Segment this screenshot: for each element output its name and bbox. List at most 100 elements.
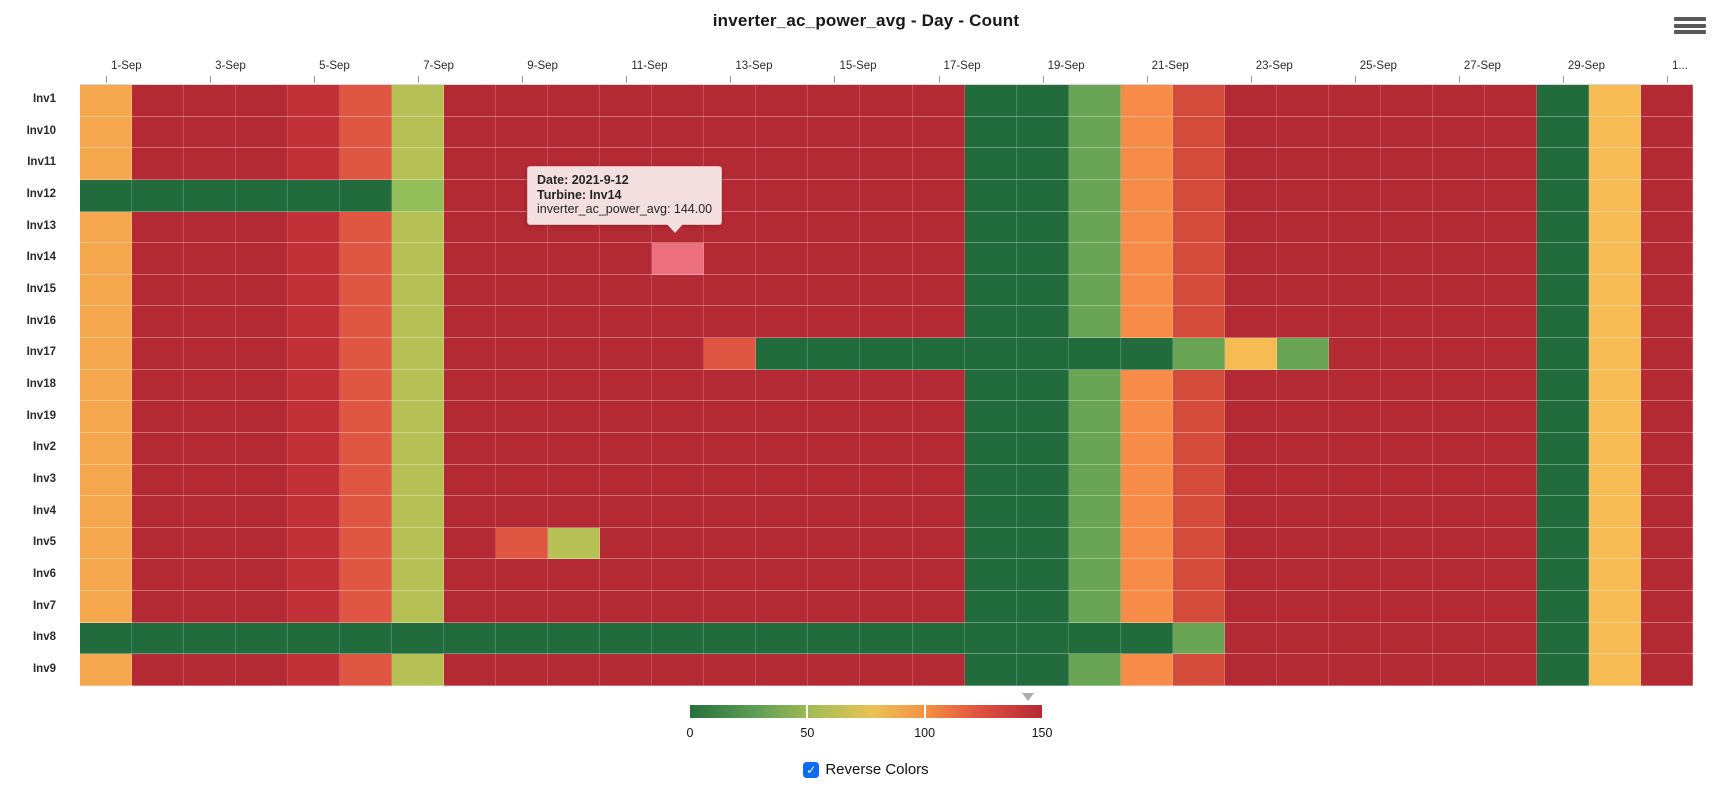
heatmap-cell[interactable] — [288, 559, 341, 592]
heatmap-cell[interactable] — [808, 369, 861, 402]
heatmap-cell[interactable] — [756, 591, 809, 623]
heatmap-cell[interactable] — [1588, 148, 1641, 180]
heatmap-cell[interactable] — [1380, 338, 1433, 370]
heatmap-cell[interactable] — [1276, 211, 1329, 244]
heatmap-cell[interactable] — [1432, 179, 1485, 212]
heatmap-cell[interactable] — [808, 527, 861, 560]
heatmap-cell[interactable] — [652, 527, 705, 560]
heatmap-cell[interactable] — [496, 274, 549, 307]
heatmap-cell[interactable] — [392, 274, 445, 307]
heatmap-cell[interactable] — [1276, 274, 1329, 307]
heatmap-cell[interactable] — [1432, 559, 1485, 592]
heatmap-cell[interactable] — [80, 622, 133, 655]
heatmap-cell[interactable] — [1068, 179, 1121, 212]
heatmap-cell[interactable] — [132, 622, 185, 655]
heatmap-cell[interactable] — [1432, 591, 1485, 623]
heatmap-cell[interactable] — [912, 432, 965, 465]
heatmap-cell[interactable] — [860, 306, 913, 339]
heatmap-cell[interactable] — [704, 464, 757, 497]
heatmap-cell[interactable] — [912, 85, 965, 117]
heatmap-cell[interactable] — [1016, 622, 1069, 655]
heatmap-cell[interactable] — [1380, 591, 1433, 623]
heatmap-cell[interactable] — [704, 116, 757, 149]
heatmap-cell[interactable] — [808, 622, 861, 655]
heatmap-cell[interactable] — [1276, 179, 1329, 212]
heatmap-cell[interactable] — [1432, 654, 1485, 686]
heatmap-cell[interactable] — [1016, 306, 1069, 339]
heatmap-cell[interactable] — [132, 211, 185, 244]
heatmap-cell[interactable] — [1536, 369, 1589, 402]
heatmap-cell[interactable] — [1640, 211, 1693, 244]
heatmap-cell[interactable] — [912, 654, 965, 686]
heatmap-cell[interactable] — [1432, 148, 1485, 180]
heatmap-cell[interactable] — [1536, 527, 1589, 560]
heatmap-cell[interactable] — [184, 527, 237, 560]
heatmap-cell[interactable] — [444, 306, 497, 339]
heatmap-cell[interactable] — [1640, 338, 1693, 370]
heatmap-cell[interactable] — [808, 148, 861, 180]
heatmap-cell[interactable] — [808, 338, 861, 370]
heatmap-cell[interactable] — [1276, 622, 1329, 655]
heatmap-cell[interactable] — [912, 591, 965, 623]
heatmap-cell[interactable] — [340, 85, 393, 117]
heatmap-cell[interactable] — [1588, 243, 1641, 275]
heatmap-cell[interactable] — [1640, 179, 1693, 212]
heatmap-cell[interactable] — [444, 559, 497, 592]
heatmap-cell[interactable] — [1380, 369, 1433, 402]
heatmap-cell[interactable] — [1484, 654, 1537, 686]
heatmap-cell[interactable] — [756, 622, 809, 655]
heatmap-cell[interactable] — [860, 116, 913, 149]
heatmap-cell[interactable] — [652, 243, 705, 275]
heatmap-cell[interactable] — [1432, 622, 1485, 655]
heatmap-cell[interactable] — [236, 85, 289, 117]
heatmap-cell[interactable] — [964, 432, 1017, 465]
heatmap-cell[interactable] — [1484, 211, 1537, 244]
heatmap-cell[interactable] — [1120, 243, 1173, 275]
heatmap-cell[interactable] — [340, 464, 393, 497]
heatmap-cell[interactable] — [912, 306, 965, 339]
heatmap-cell[interactable] — [1120, 211, 1173, 244]
heatmap-cell[interactable] — [392, 401, 445, 433]
heatmap-cell[interactable] — [340, 179, 393, 212]
heatmap-cell[interactable] — [1536, 559, 1589, 592]
heatmap-cell[interactable] — [756, 464, 809, 497]
heatmap-cell[interactable] — [1640, 116, 1693, 149]
heatmap-cell[interactable] — [1016, 401, 1069, 433]
heatmap-cell[interactable] — [756, 369, 809, 402]
heatmap-cell[interactable] — [340, 338, 393, 370]
heatmap-cell[interactable] — [1224, 338, 1277, 370]
heatmap-cell[interactable] — [808, 274, 861, 307]
heatmap-cell[interactable] — [236, 654, 289, 686]
heatmap-cell[interactable] — [1432, 527, 1485, 560]
heatmap-cell[interactable] — [964, 116, 1017, 149]
heatmap-cell[interactable] — [288, 654, 341, 686]
heatmap-cell[interactable] — [1172, 369, 1225, 402]
heatmap-cell[interactable] — [236, 243, 289, 275]
heatmap-cell[interactable] — [444, 274, 497, 307]
heatmap-cell[interactable] — [132, 496, 185, 528]
heatmap-cell[interactable] — [1640, 622, 1693, 655]
heatmap-cell[interactable] — [80, 211, 133, 244]
heatmap-cell[interactable] — [236, 559, 289, 592]
heatmap-cell[interactable] — [392, 527, 445, 560]
heatmap-cell[interactable] — [1432, 401, 1485, 433]
heatmap-cell[interactable] — [1016, 654, 1069, 686]
heatmap-cell[interactable] — [808, 654, 861, 686]
heatmap-cell[interactable] — [132, 464, 185, 497]
heatmap-cell[interactable] — [1484, 432, 1537, 465]
heatmap-cell[interactable] — [1588, 369, 1641, 402]
heatmap-cell[interactable] — [184, 306, 237, 339]
heatmap-cell[interactable] — [1224, 464, 1277, 497]
heatmap-cell[interactable] — [444, 116, 497, 149]
heatmap-cell[interactable] — [964, 211, 1017, 244]
heatmap-cell[interactable] — [1484, 243, 1537, 275]
heatmap-cell[interactable] — [1120, 401, 1173, 433]
heatmap-cell[interactable] — [1588, 179, 1641, 212]
heatmap-cell[interactable] — [496, 591, 549, 623]
heatmap-cell[interactable] — [600, 243, 653, 275]
heatmap-cell[interactable] — [288, 116, 341, 149]
heatmap-cell[interactable] — [860, 401, 913, 433]
heatmap-cell[interactable] — [1484, 527, 1537, 560]
heatmap-cell[interactable] — [704, 622, 757, 655]
heatmap-cell[interactable] — [1068, 622, 1121, 655]
